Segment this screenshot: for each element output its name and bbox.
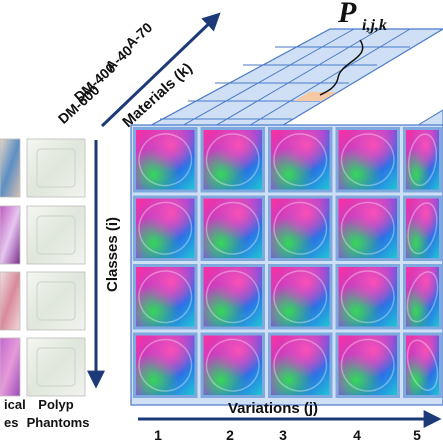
polyp-image <box>335 332 400 398</box>
polyp-image <box>133 332 198 398</box>
polyp-image <box>335 195 400 261</box>
pointer-label: P i,j,k <box>319 0 387 96</box>
right-caption-line-1: Polyp <box>38 397 73 412</box>
polyp-image <box>200 127 265 193</box>
variations-axis-label: Variations (j) <box>228 400 318 417</box>
variation-tick-label: 1 <box>154 427 162 443</box>
clinical-image <box>0 271 21 331</box>
variation-tick-label: 3 <box>279 427 287 443</box>
polyp-image <box>133 195 198 261</box>
pointer-label-main: P <box>337 0 357 29</box>
polyp-image <box>200 332 265 398</box>
polyp-image <box>200 264 265 330</box>
clinical-image <box>0 337 21 397</box>
polyp-image <box>403 264 442 330</box>
variation-tick-label: 2 <box>226 427 234 443</box>
classes-axis-label: Classes (i) <box>104 217 121 292</box>
left-image-panel <box>0 138 86 397</box>
clinical-image <box>0 138 21 198</box>
polyp-image <box>335 127 400 193</box>
polyp-image-grid <box>133 127 442 398</box>
clinical-image <box>0 205 21 265</box>
polyp-image <box>268 332 333 398</box>
phantom-image <box>26 205 86 265</box>
polyp-image <box>200 195 265 261</box>
classes-axis: Classes (i) <box>87 140 121 389</box>
variation-tick-label: 5 <box>413 427 421 443</box>
phantom-image <box>26 271 86 331</box>
polyp-image <box>403 332 442 398</box>
left-panel-captions: ical es Polyp Phantoms <box>4 397 89 430</box>
variation-tick-label: 4 <box>353 427 361 443</box>
left-caption-line-1: ical <box>4 397 26 412</box>
polyp-image <box>335 264 400 330</box>
polyp-image <box>403 127 442 193</box>
pointer-label-subscript: i,j,k <box>362 17 387 34</box>
polyp-image <box>133 127 198 193</box>
polyp-image <box>268 195 333 261</box>
polyp-image <box>133 264 198 330</box>
phantom-image <box>26 337 86 397</box>
polyp-image <box>268 264 333 330</box>
highlighted-cell <box>294 92 337 101</box>
pointer-line <box>319 39 364 96</box>
right-caption-line-2: Phantoms <box>27 415 90 430</box>
phantom-image <box>26 138 86 198</box>
left-caption-line-2: es <box>4 415 18 430</box>
polyp-image <box>268 127 333 193</box>
polyp-image <box>403 195 442 261</box>
variations-axis: Variations (j) 1 2 3 4 5 <box>138 400 442 443</box>
